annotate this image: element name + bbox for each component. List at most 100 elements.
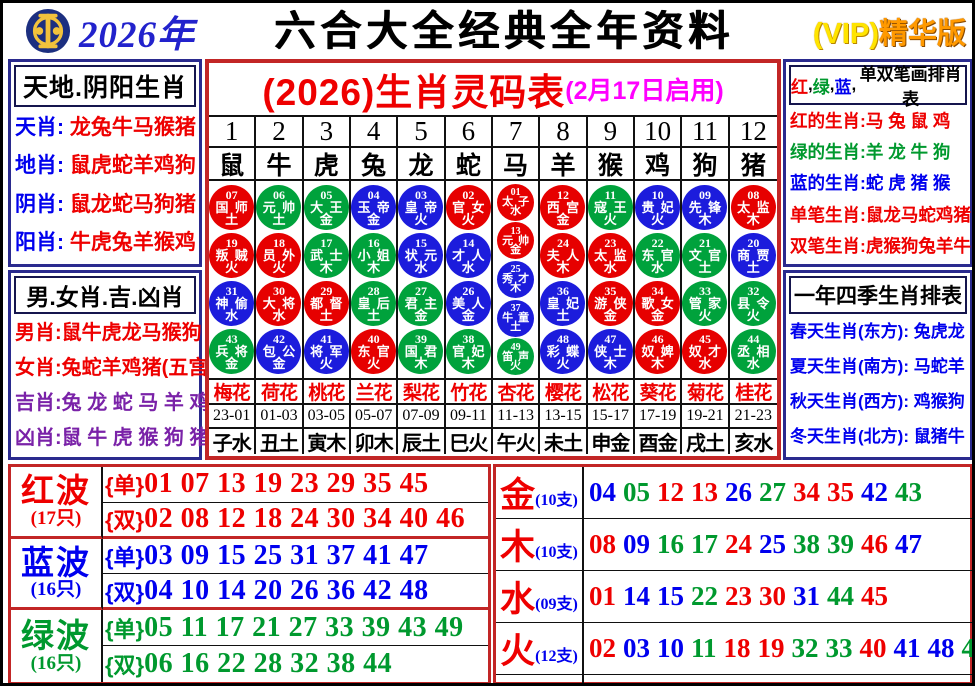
ball-name-char: 秀 — [502, 273, 514, 286]
even-numbers: 06 16 22 28 32 38 44 — [144, 648, 393, 680]
row-value: 鼠虎蛇羊鸡狗 — [69, 154, 196, 178]
ball-name: 武士 — [304, 249, 349, 262]
ball-element: 火 — [651, 211, 665, 227]
wave-name: 绿波 — [21, 616, 91, 654]
number-ball: 25 秀才木 — [497, 260, 535, 298]
element-count: (12支) — [535, 647, 578, 665]
wave-odd-row: {单} 05 11 17 21 27 33 39 43 49 — [103, 610, 488, 647]
element-count: (09支) — [535, 595, 578, 613]
row-value: 鼠牛虎龙马猴狗 — [61, 321, 202, 344]
branch-cell: 申金 — [588, 429, 635, 454]
number-ball: 18 员外火 — [256, 233, 302, 278]
ball-name-char: 家 — [708, 295, 722, 311]
ball-column: 02 官女火 14 才人水 26 美人金 38 官妃木 — [445, 181, 493, 380]
ball-name-char: 外 — [282, 247, 296, 263]
ball-name-char: 太 — [594, 247, 608, 263]
vip-badge: (VIP)精华版 — [813, 10, 966, 52]
odd-numbers: 05 11 17 21 27 33 39 43 49 — [144, 611, 464, 643]
ball-column: 07 国师土 19 叛贼火 31 神偷水 43 兵将金 — [209, 181, 257, 380]
ball-name: 太监 — [731, 201, 776, 214]
ball-element: 土 — [746, 259, 760, 275]
ball-name-char: 将 — [310, 343, 324, 359]
branch-cell: 丑土 — [256, 429, 304, 454]
number-ball: 39 国君木 — [398, 329, 444, 374]
row-label: 双笔生肖: — [790, 235, 866, 256]
hour-range-cell: 05-07 — [350, 405, 399, 429]
ball-name-char: 妃 — [471, 343, 485, 359]
ball-name: 君主 — [398, 297, 443, 310]
ball-number: 05 — [320, 187, 333, 202]
ball-number: 10 — [651, 187, 664, 202]
ball-number: 37 — [510, 303, 521, 315]
ball-element: 火 — [746, 307, 760, 323]
title-part: 单双笔画排肖表 — [859, 65, 962, 109]
zodiac-name-cell: 猴 — [587, 148, 635, 181]
number-ball: 42 包公金 — [256, 329, 302, 374]
ball-name-char: 主 — [424, 295, 438, 311]
element-number: 45 — [861, 581, 888, 611]
ball-element: 金 — [272, 355, 286, 371]
element-number: 02 — [589, 633, 616, 663]
ball-element: 火 — [461, 211, 475, 227]
branch-cell: 寅木 — [304, 429, 351, 454]
ball-name-char: 游 — [594, 295, 608, 311]
ball-number: 04 — [367, 187, 380, 202]
element-number: 25 — [759, 529, 786, 559]
ball-element: 水 — [461, 259, 475, 275]
ball-name: 寇王 — [588, 201, 633, 214]
branch-cell: 午火 — [493, 429, 541, 454]
ball-column: 01 太子水 13 元帅金 25 秀才木 37 牛童土 49 笛声火 — [492, 181, 541, 380]
row-value: 鸡猴狗 — [913, 392, 965, 412]
row-label: 吉肖: — [15, 391, 62, 414]
ball-name-char: 童 — [518, 312, 530, 325]
ball-name-char: 声 — [518, 350, 530, 363]
ball-element: 土 — [367, 307, 381, 323]
number-ball: 36 皇妃土 — [540, 281, 586, 326]
row-label: 单笔生肖: — [790, 204, 866, 225]
ball-element: 水 — [651, 259, 665, 275]
section-rows: 天肖: 龙兔牛马猴猪 地肖: 鼠虎蛇羊鸡狗 阴肖: 鼠龙蛇马狗猪 阳肖: 牛虎兔羊猴鸡 — [11, 108, 199, 264]
wave-count: (16只) — [30, 652, 82, 674]
row-colon: : — [57, 231, 70, 255]
ball-name-char: 君 — [424, 343, 438, 359]
row-label: 女肖: — [15, 356, 62, 379]
number-ball: 44 丞相水 — [730, 329, 776, 374]
branch-cell: 辰土 — [398, 429, 446, 454]
flower-cell: 桃花 — [303, 380, 351, 405]
ball-name-char: 才 — [452, 247, 466, 263]
ball-element: 金 — [225, 355, 239, 371]
ball-number: 38 — [462, 331, 475, 346]
wave-count: (16只) — [30, 579, 82, 601]
ball-number: 34 — [651, 283, 664, 298]
ball-element: 木 — [510, 282, 522, 295]
flower-cell: 竹花 — [445, 380, 493, 405]
ball-column: 10 贵妃火 22 东官水 34 歌女金 46 奴婢木 — [634, 181, 683, 380]
number-ball: 30 大将水 — [256, 281, 302, 326]
ball-element: 火 — [414, 211, 428, 227]
ball-column: 11 寇王火 23 太监水 35 游侠金 47 侠士木 — [587, 181, 635, 380]
flower-cell: 杏花 — [492, 380, 541, 405]
ball-number: 49 — [510, 341, 521, 353]
ball-number: 42 — [272, 331, 285, 346]
even-numbers: 04 10 14 20 26 36 42 48 — [144, 574, 429, 606]
ball-name-char: 锋 — [708, 199, 722, 215]
ball-name-char: 王 — [329, 199, 343, 215]
ball-element: 土 — [319, 307, 333, 323]
ball-number: 33 — [698, 283, 711, 298]
ball-name-char: 女 — [471, 199, 485, 215]
ball-number: 41 — [320, 331, 333, 346]
ball-name: 玉帝 — [351, 201, 396, 214]
number-ball: 08 太监木 — [730, 185, 776, 230]
flower-cell: 樱花 — [540, 380, 588, 405]
ball-number: 01 — [510, 187, 521, 199]
ball-name-char: 员 — [262, 247, 276, 263]
element-name: 木 — [500, 528, 536, 567]
ball-column: 03 皇帝火 15 状元水 27 君主金 39 国君木 — [398, 181, 446, 380]
number-ball: 47 侠士木 — [587, 329, 633, 374]
row-value: 蛇 虎 猪 猴 — [865, 173, 951, 194]
number-ball: 38 官妃木 — [445, 329, 491, 374]
number-ball: 06 元帅土 — [256, 185, 302, 230]
ball-name: 员外 — [256, 249, 301, 262]
flower-cell: 葵花 — [634, 380, 683, 405]
zodiac-name-cell: 牛 — [256, 148, 304, 181]
